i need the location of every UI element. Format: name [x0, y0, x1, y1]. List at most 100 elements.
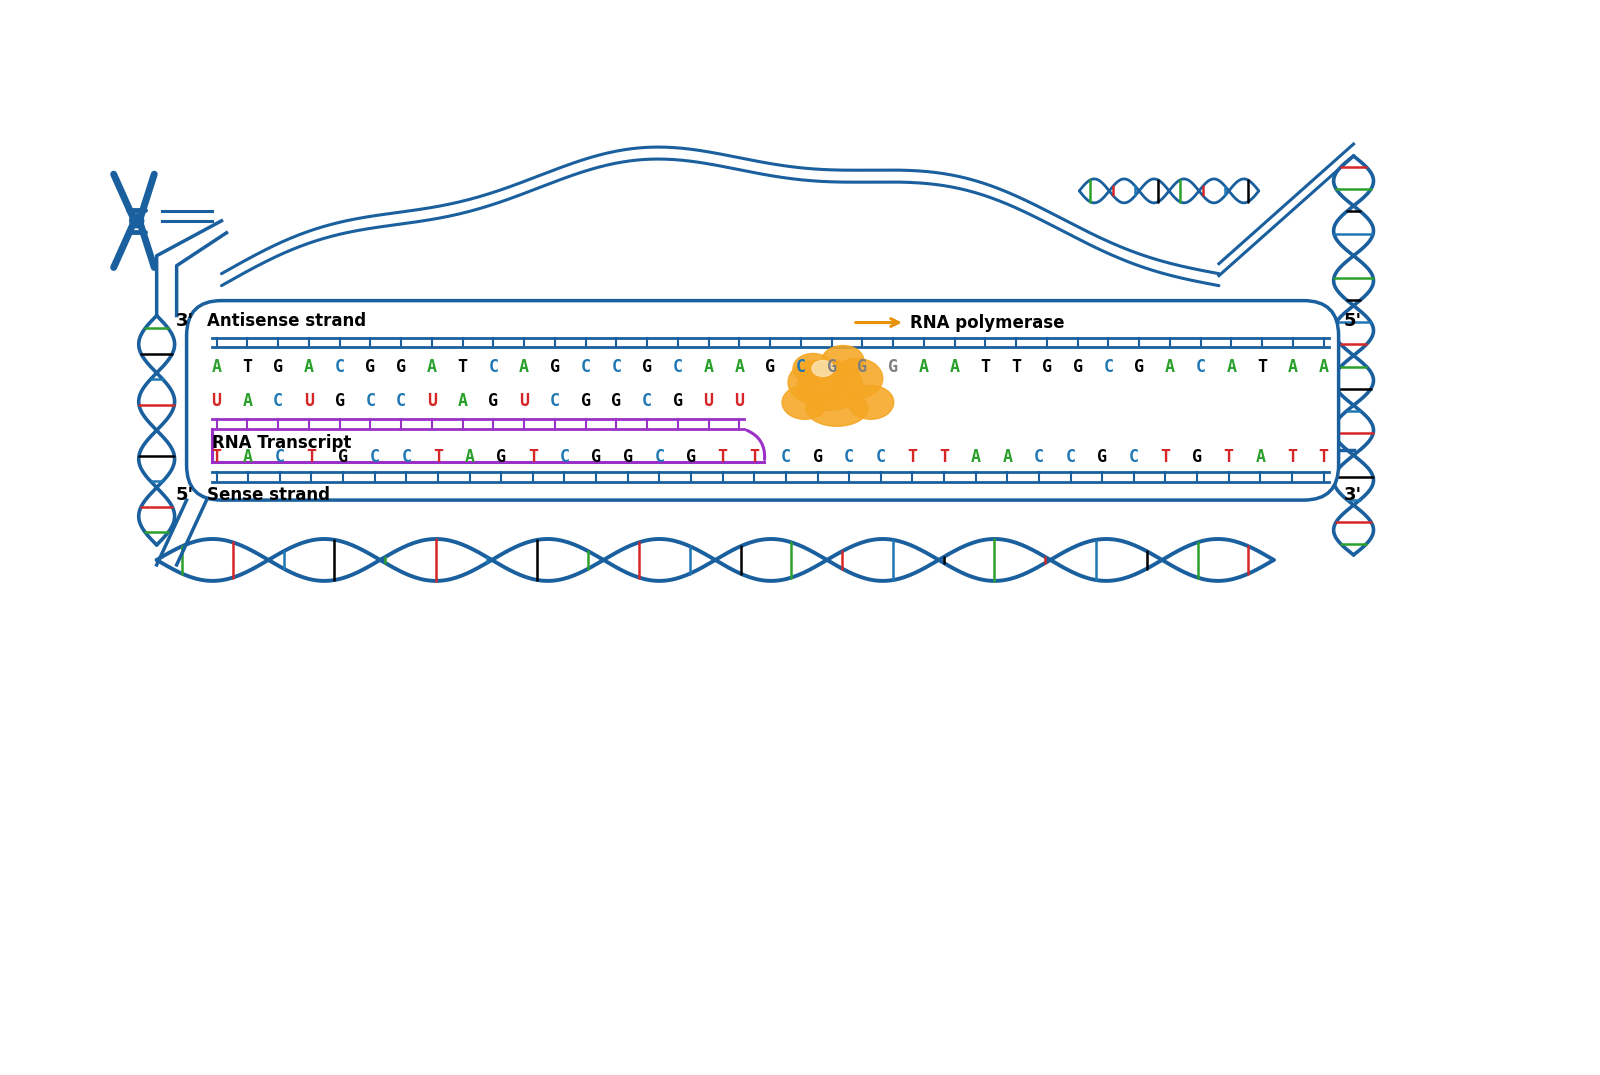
- Text: G: G: [686, 448, 696, 467]
- Text: A: A: [704, 358, 714, 376]
- Text: 3': 3': [1344, 486, 1362, 504]
- Text: G: G: [765, 358, 774, 376]
- Text: C: C: [875, 448, 886, 467]
- Ellipse shape: [811, 360, 834, 376]
- Text: T: T: [1318, 448, 1328, 467]
- Text: T: T: [1286, 448, 1298, 467]
- Text: G: G: [581, 392, 590, 411]
- Text: T: T: [307, 448, 317, 467]
- Text: A: A: [211, 358, 221, 376]
- Text: 3': 3': [176, 312, 194, 330]
- Text: T: T: [1160, 448, 1171, 467]
- Text: A: A: [464, 448, 475, 467]
- FancyBboxPatch shape: [187, 301, 1339, 500]
- Text: G: G: [365, 358, 376, 376]
- Text: RNA Transcript: RNA Transcript: [211, 434, 350, 453]
- Text: C: C: [1066, 448, 1075, 467]
- Text: C: C: [275, 448, 285, 467]
- Text: G: G: [1072, 358, 1083, 376]
- Text: G: G: [1042, 358, 1051, 376]
- Text: C: C: [654, 448, 664, 467]
- Text: U: U: [518, 392, 530, 411]
- Text: A: A: [971, 448, 981, 467]
- Text: G: G: [1134, 358, 1144, 376]
- Text: A: A: [1165, 358, 1174, 376]
- Text: A: A: [1288, 358, 1298, 376]
- Ellipse shape: [822, 345, 864, 375]
- Text: A: A: [242, 392, 253, 411]
- Text: C: C: [365, 392, 376, 411]
- FancyArrowPatch shape: [747, 430, 765, 459]
- Text: T: T: [1258, 358, 1267, 376]
- Text: C: C: [488, 358, 498, 376]
- Text: T: T: [749, 448, 760, 467]
- Text: U: U: [211, 392, 221, 411]
- Text: T: T: [528, 448, 538, 467]
- Ellipse shape: [782, 386, 827, 419]
- Text: T: T: [981, 358, 990, 376]
- Text: G: G: [550, 358, 560, 376]
- Text: C: C: [795, 358, 806, 376]
- Text: 5': 5': [176, 486, 194, 504]
- Ellipse shape: [789, 360, 846, 404]
- Ellipse shape: [797, 360, 862, 411]
- Text: G: G: [858, 358, 867, 376]
- Text: G: G: [334, 392, 344, 411]
- Text: G: G: [827, 358, 837, 376]
- Text: A: A: [1256, 448, 1266, 467]
- Text: G: G: [611, 392, 621, 411]
- Ellipse shape: [794, 354, 834, 384]
- Text: C: C: [1034, 448, 1043, 467]
- Text: RNA polymerase: RNA polymerase: [910, 314, 1064, 331]
- Text: A: A: [427, 358, 437, 376]
- Text: 5': 5': [1344, 312, 1362, 330]
- Text: G: G: [590, 448, 602, 467]
- Text: G: G: [888, 358, 898, 376]
- Text: G: G: [1192, 448, 1202, 467]
- Text: U: U: [734, 392, 744, 411]
- Ellipse shape: [848, 386, 894, 419]
- Text: Antisense strand: Antisense strand: [206, 312, 366, 330]
- Text: C: C: [402, 448, 411, 467]
- Text: G: G: [813, 448, 822, 467]
- Text: C: C: [674, 358, 683, 376]
- Text: C: C: [560, 448, 570, 467]
- Text: T: T: [1011, 358, 1021, 376]
- Text: G: G: [496, 448, 506, 467]
- Text: U: U: [704, 392, 714, 411]
- Text: C: C: [581, 358, 590, 376]
- Text: C: C: [845, 448, 854, 467]
- Text: G: G: [397, 358, 406, 376]
- Text: C: C: [611, 358, 621, 376]
- Text: C: C: [1195, 358, 1206, 376]
- Text: C: C: [274, 392, 283, 411]
- Ellipse shape: [806, 390, 867, 427]
- Text: A: A: [1318, 358, 1328, 376]
- Text: T: T: [434, 448, 443, 467]
- Text: T: T: [242, 358, 253, 376]
- Text: T: T: [458, 358, 467, 376]
- Text: C: C: [550, 392, 560, 411]
- Text: C: C: [642, 392, 653, 411]
- Text: T: T: [939, 448, 949, 467]
- Text: A: A: [304, 358, 314, 376]
- Text: A: A: [918, 358, 930, 376]
- Text: A: A: [458, 392, 467, 411]
- Text: G: G: [674, 392, 683, 411]
- Text: A: A: [1226, 358, 1237, 376]
- Text: A: A: [518, 358, 530, 376]
- Text: A: A: [1002, 448, 1013, 467]
- Text: T: T: [718, 448, 728, 467]
- Text: U: U: [304, 392, 314, 411]
- Text: G: G: [274, 358, 283, 376]
- Text: A: A: [949, 358, 960, 376]
- Text: C: C: [1104, 358, 1114, 376]
- Text: A: A: [243, 448, 253, 467]
- Circle shape: [130, 214, 144, 228]
- Text: G: G: [642, 358, 653, 376]
- Text: C: C: [781, 448, 790, 467]
- Text: T: T: [1224, 448, 1234, 467]
- Text: G: G: [338, 448, 349, 467]
- Ellipse shape: [830, 358, 883, 399]
- Text: G: G: [488, 392, 498, 411]
